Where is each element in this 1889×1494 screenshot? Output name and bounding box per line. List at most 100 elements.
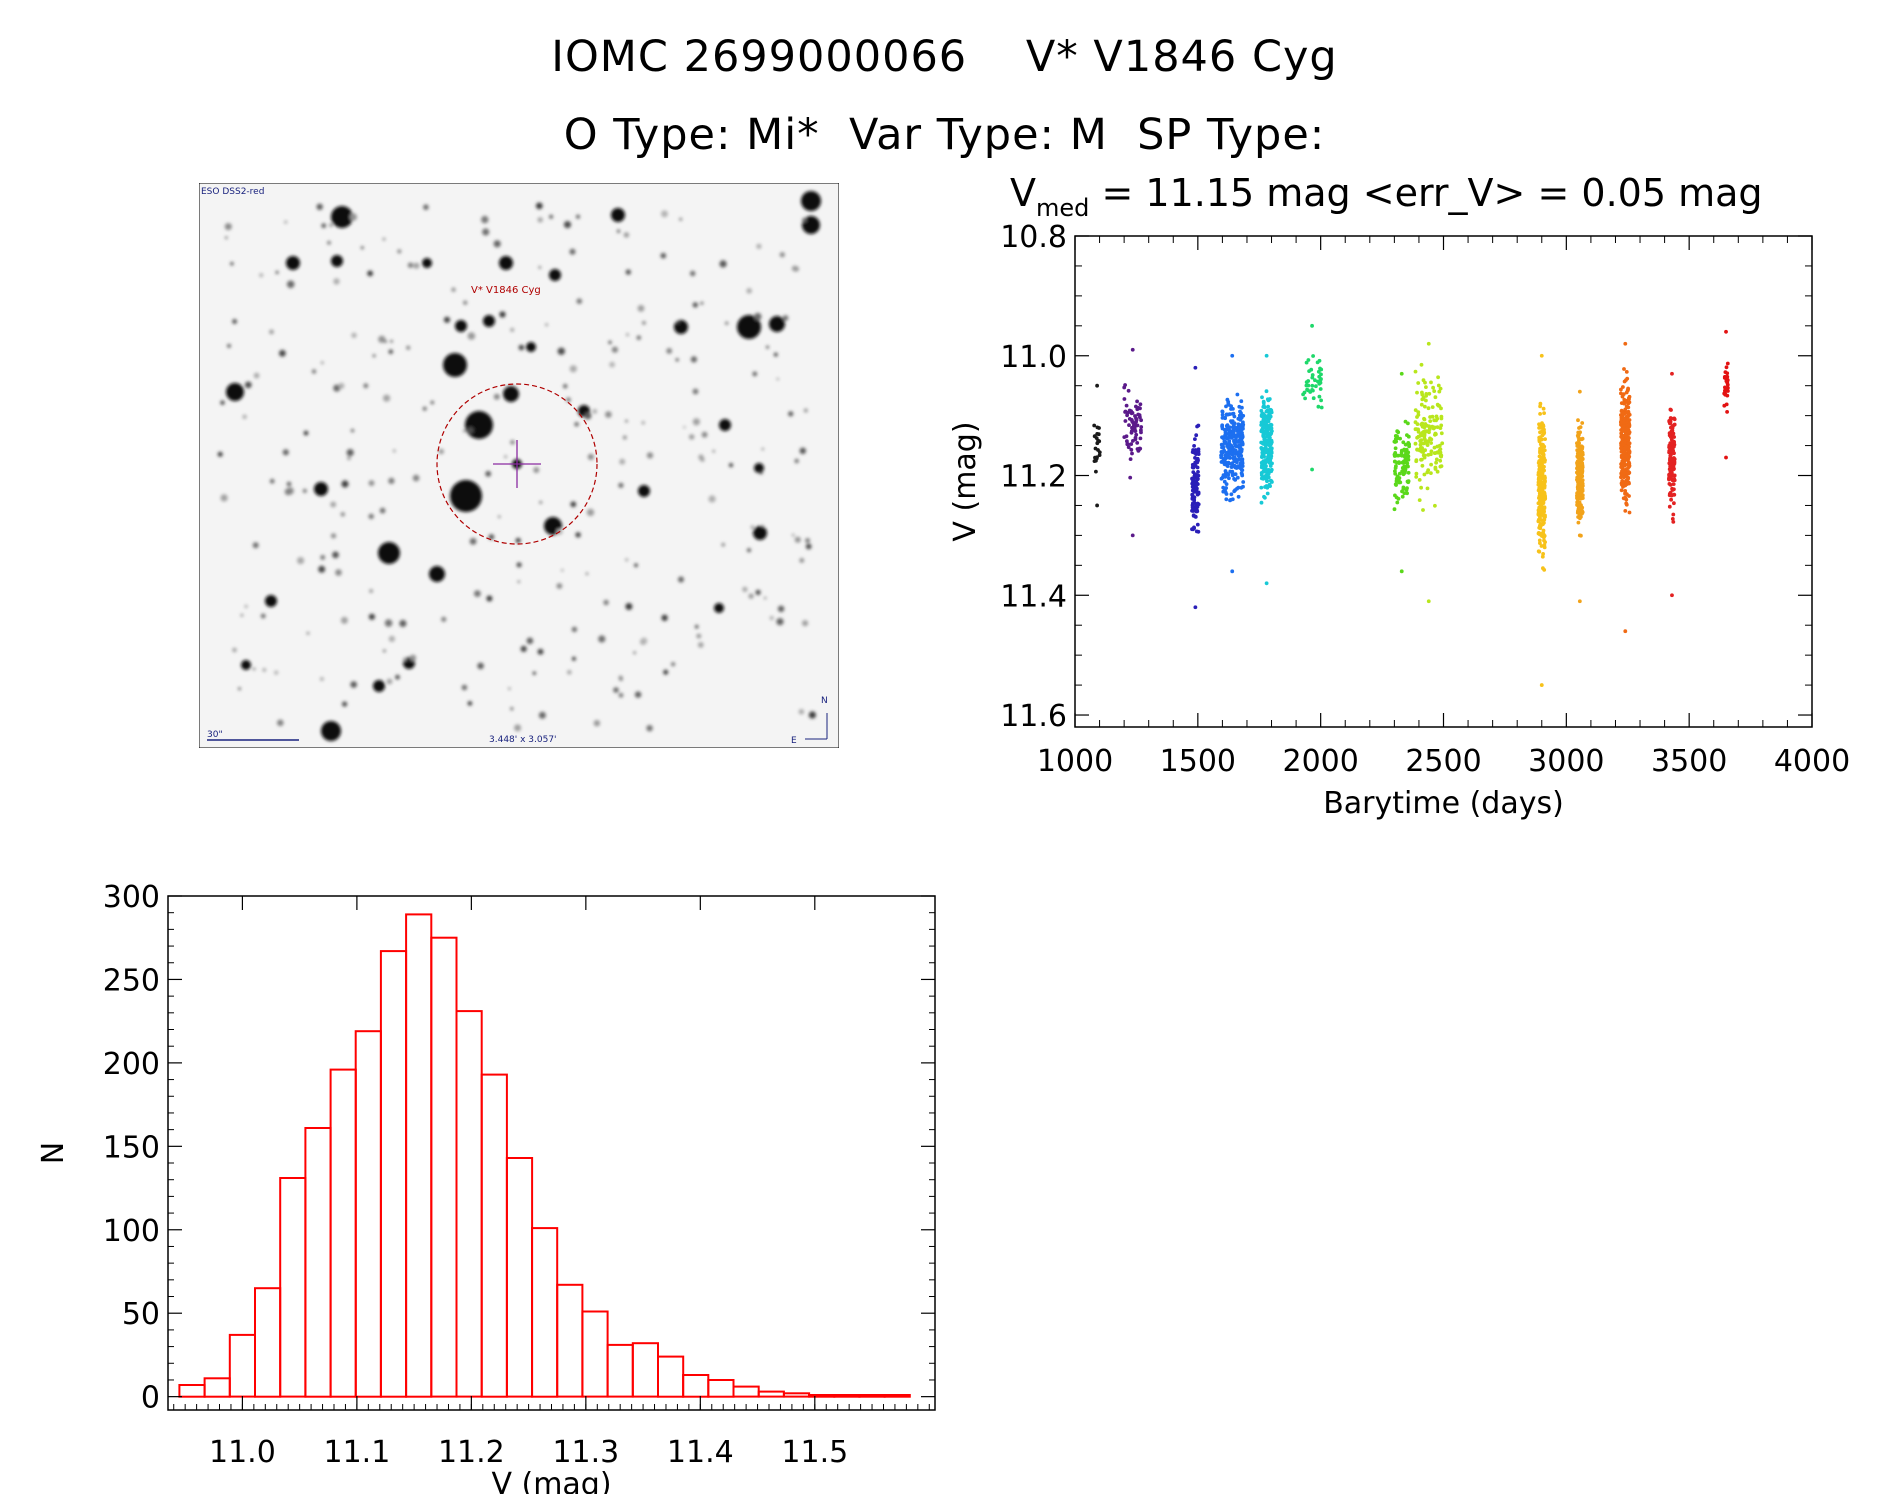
data-point [1539, 353, 1544, 358]
data-point [1578, 425, 1583, 429]
data-point [1399, 371, 1404, 376]
data-point [1136, 412, 1141, 417]
data-point [1132, 427, 1137, 431]
star [224, 223, 232, 231]
data-point [1625, 426, 1629, 431]
data-point [1306, 383, 1311, 388]
data-point [1097, 426, 1101, 430]
data-point [1542, 430, 1547, 435]
star [625, 419, 628, 423]
data-point [1419, 402, 1424, 407]
survey-label: ESO DSS2-red [201, 187, 264, 197]
y-tick-label: 50 [122, 1297, 160, 1332]
data-point [1130, 419, 1135, 424]
star [566, 397, 571, 403]
star [378, 335, 386, 343]
data-point [1540, 433, 1545, 438]
data-point [1623, 509, 1628, 513]
data-point [1262, 424, 1266, 429]
data-point [1229, 419, 1233, 423]
data-point [1220, 459, 1225, 464]
data-point [1624, 404, 1629, 409]
star [611, 208, 625, 222]
data-point [1435, 469, 1440, 474]
data-point [1261, 400, 1266, 405]
data-point [1237, 416, 1241, 421]
star [714, 603, 724, 613]
data-point [1126, 388, 1131, 393]
star [750, 525, 755, 529]
data-point [1220, 412, 1225, 417]
histogram-bar [228, 1333, 257, 1398]
data-point [1394, 483, 1398, 487]
star [801, 191, 821, 211]
data-point [1135, 399, 1139, 404]
data-point [1190, 497, 1195, 501]
data-point [1438, 458, 1443, 463]
data-point [1540, 425, 1544, 430]
data-point [1095, 503, 1100, 508]
star [341, 701, 348, 707]
star [286, 280, 295, 289]
star [679, 217, 683, 221]
data-point [1540, 451, 1545, 456]
data-point [1261, 476, 1266, 481]
data-point [1095, 441, 1100, 446]
data-point [1238, 409, 1242, 414]
star [761, 447, 765, 451]
fov-label: 3.448' x 3.057' [489, 735, 557, 745]
data-point [1133, 435, 1138, 440]
star [538, 711, 546, 719]
data-point [1438, 386, 1443, 391]
data-point [1227, 412, 1232, 416]
data-point [1669, 408, 1673, 412]
y-tick-label: 150 [103, 1130, 160, 1165]
star [340, 616, 348, 624]
star [791, 265, 798, 272]
data-point [1230, 353, 1235, 358]
star [517, 580, 520, 583]
data-point [1123, 409, 1128, 414]
data-point [1134, 419, 1138, 424]
data-point [1417, 478, 1422, 482]
data-point [1301, 392, 1305, 397]
data-point [1311, 354, 1315, 358]
star [443, 353, 467, 377]
data-point [1421, 508, 1425, 512]
data-point [1240, 422, 1245, 427]
star [486, 595, 493, 602]
star [329, 223, 333, 228]
data-point [1311, 396, 1316, 401]
star [556, 583, 563, 589]
data-point [1670, 488, 1675, 492]
star [474, 590, 481, 597]
histogram-bar [757, 1390, 785, 1398]
data-point [1193, 437, 1197, 441]
data-point [1138, 402, 1143, 407]
star [499, 256, 513, 270]
data-point [1575, 471, 1580, 476]
star [533, 467, 540, 473]
data-point [1619, 441, 1624, 446]
data-point [1239, 471, 1244, 476]
star [510, 439, 515, 445]
data-point [1626, 386, 1630, 391]
data-point [1577, 599, 1582, 604]
data-point [1539, 683, 1544, 687]
data-point [1427, 391, 1432, 396]
data-point [1259, 408, 1264, 413]
data-point [1432, 389, 1437, 393]
data-point [1426, 453, 1431, 457]
data-point [1670, 428, 1675, 433]
data-point [1267, 482, 1272, 487]
star [802, 620, 809, 627]
star [320, 361, 324, 365]
star [700, 457, 705, 462]
star [397, 249, 402, 254]
series-season-7 [1392, 371, 1411, 574]
data-point [1670, 471, 1674, 475]
data-point [1433, 395, 1438, 400]
data-point [1405, 433, 1409, 437]
data-point [1123, 419, 1128, 423]
data-point [1241, 413, 1246, 418]
